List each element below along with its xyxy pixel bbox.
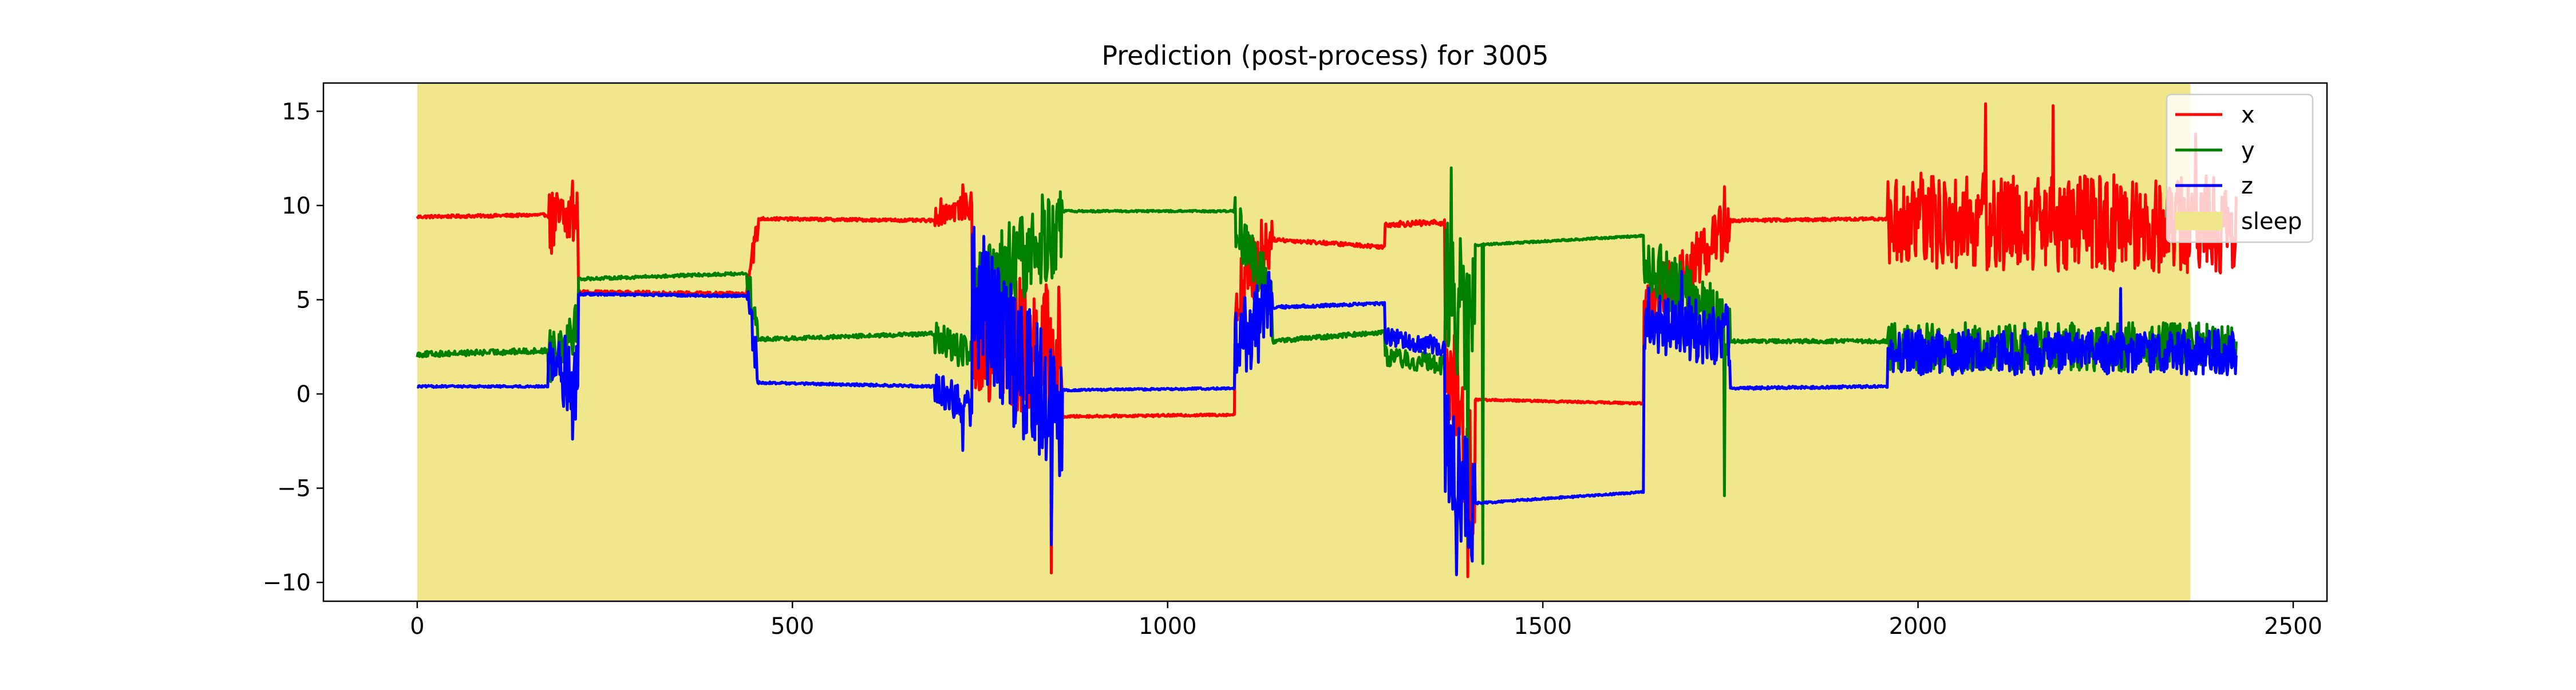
y-tick-label: −5 — [277, 476, 311, 502]
y-tick-label: 15 — [282, 98, 311, 125]
legend: xyz sleep — [2166, 93, 2314, 243]
series-line-z — [416, 226, 2238, 577]
x-tick-label: 500 — [771, 613, 814, 640]
x-tick-label: 1500 — [1514, 613, 1572, 640]
legend-swatch-sleep — [2175, 212, 2222, 230]
series-line-x — [416, 102, 2238, 578]
x-tick-label: 1000 — [1139, 613, 1197, 640]
legend-box — [2166, 93, 2314, 243]
y-tick-label: 0 — [297, 381, 311, 408]
x-tick-label: 0 — [410, 613, 424, 640]
y-tick-label: 10 — [282, 193, 311, 219]
y-tick-label: 5 — [297, 287, 311, 313]
legend-label-y: y — [2241, 137, 2255, 164]
series-layer — [416, 102, 2238, 578]
x-tick-label: 2500 — [2264, 613, 2322, 640]
x-tick-label: 2000 — [1889, 613, 1947, 640]
y-axis: −10 −5 0 5 10 15 — [263, 98, 323, 596]
y-tick-label: −10 — [263, 570, 311, 596]
legend-label-x: x — [2241, 102, 2255, 128]
chart-title: Prediction (post-process) for 3005 — [1101, 40, 1548, 71]
plot-frame — [322, 82, 2328, 602]
x-axis: 0 500 1000 1500 2000 2500 — [410, 601, 2322, 640]
legend-label-z: z — [2241, 173, 2253, 199]
legend-label-sleep: sleep — [2241, 208, 2302, 235]
